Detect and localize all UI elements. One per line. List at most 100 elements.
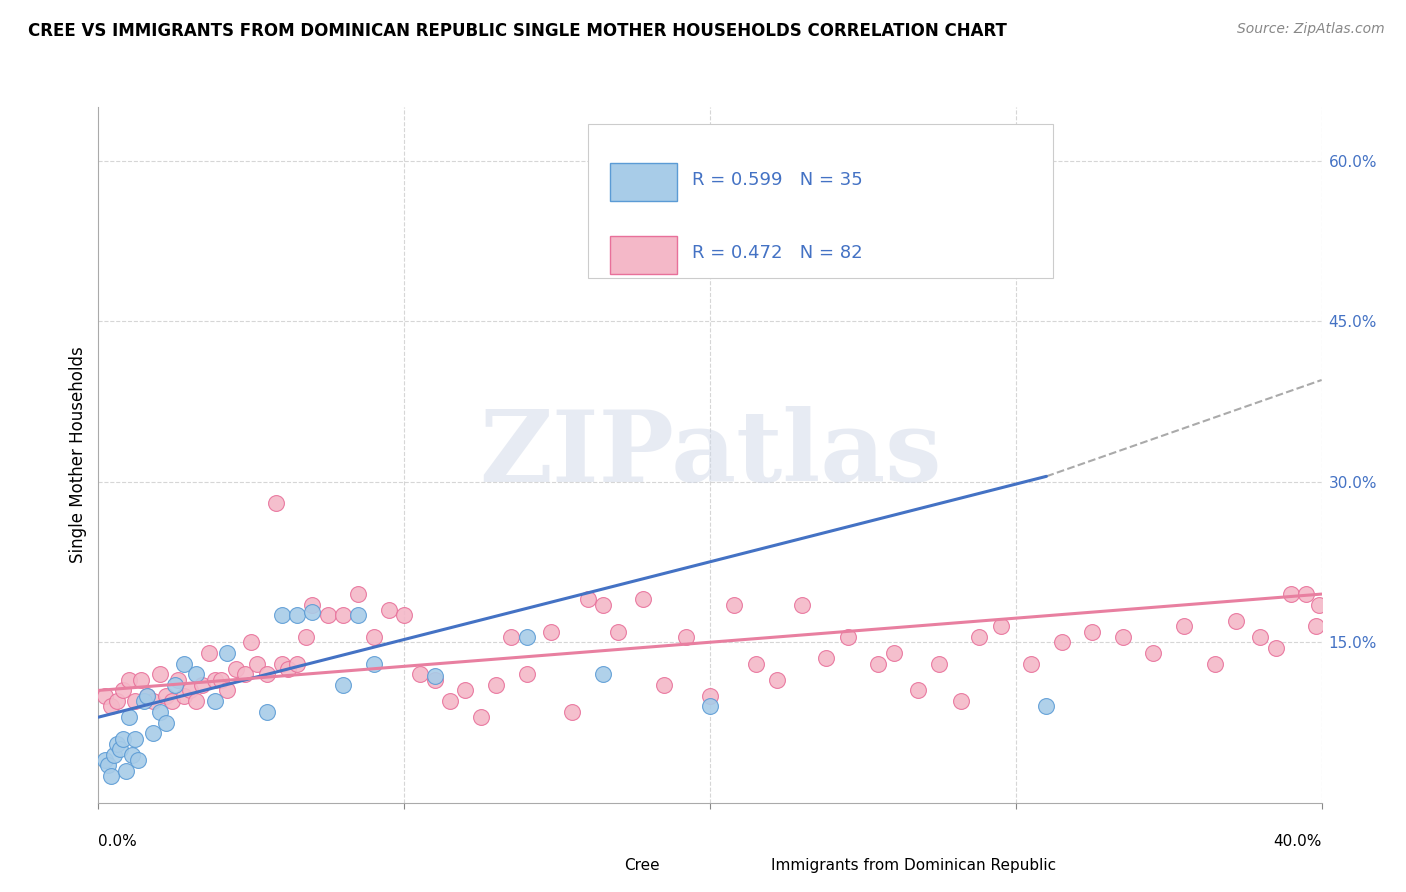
Point <box>699 699 721 714</box>
Text: Source: ZipAtlas.com: Source: ZipAtlas.com <box>1237 22 1385 37</box>
Point <box>516 630 538 644</box>
FancyBboxPatch shape <box>728 856 765 876</box>
Point <box>607 624 630 639</box>
Point <box>790 598 813 612</box>
Point <box>1142 646 1164 660</box>
Point <box>93 753 115 767</box>
Point <box>295 630 318 644</box>
Point <box>215 646 238 660</box>
FancyBboxPatch shape <box>588 124 1053 277</box>
Point <box>136 689 159 703</box>
Point <box>142 694 165 708</box>
Point <box>631 592 654 607</box>
Point <box>949 694 972 708</box>
Text: CREE VS IMMIGRANTS FROM DOMINICAN REPUBLIC SINGLE MOTHER HOUSEHOLDS CORRELATION : CREE VS IMMIGRANTS FROM DOMINICAN REPUBL… <box>28 22 1007 40</box>
Point <box>285 608 308 623</box>
FancyBboxPatch shape <box>610 235 678 274</box>
Point <box>129 673 152 687</box>
Point <box>270 608 292 623</box>
Point <box>332 608 354 623</box>
Point <box>149 705 172 719</box>
Point <box>105 694 128 708</box>
Point <box>233 667 256 681</box>
Point <box>204 673 226 687</box>
Point <box>675 630 697 644</box>
Point <box>100 699 122 714</box>
Point <box>1308 598 1330 612</box>
Point <box>454 683 477 698</box>
Text: R = 0.472   N = 82: R = 0.472 N = 82 <box>692 244 862 262</box>
Point <box>1279 587 1302 601</box>
Point <box>347 608 370 623</box>
Point <box>270 657 292 671</box>
Text: Cree: Cree <box>624 858 659 873</box>
Point <box>1112 630 1135 644</box>
Point <box>173 689 195 703</box>
Point <box>723 598 745 612</box>
Point <box>277 662 299 676</box>
Point <box>592 598 614 612</box>
Point <box>392 608 416 623</box>
Point <box>1035 699 1057 714</box>
Point <box>576 592 599 607</box>
Point <box>1019 657 1042 671</box>
Point <box>197 646 219 660</box>
Point <box>111 683 134 698</box>
Point <box>173 657 195 671</box>
Point <box>1225 614 1247 628</box>
Point <box>485 678 508 692</box>
Point <box>209 673 232 687</box>
Text: 40.0%: 40.0% <box>1274 834 1322 849</box>
Point <box>264 496 287 510</box>
Point <box>470 710 492 724</box>
Point <box>142 726 165 740</box>
Point <box>363 657 385 671</box>
Point <box>408 667 430 681</box>
Point <box>155 689 177 703</box>
Point <box>1295 587 1317 601</box>
Point <box>103 747 125 762</box>
Point <box>256 667 278 681</box>
Point <box>652 678 675 692</box>
Point <box>121 747 143 762</box>
Point <box>837 630 859 644</box>
Point <box>423 669 446 683</box>
Point <box>439 694 461 708</box>
Point <box>1305 619 1327 633</box>
Point <box>97 758 120 772</box>
Point <box>301 605 323 619</box>
Point <box>124 694 146 708</box>
Point <box>149 667 172 681</box>
Point <box>163 678 186 692</box>
Point <box>592 667 614 681</box>
FancyBboxPatch shape <box>610 162 678 201</box>
Point <box>136 689 159 703</box>
Point <box>179 683 201 698</box>
Point <box>561 705 583 719</box>
Y-axis label: Single Mother Households: Single Mother Households <box>69 347 87 563</box>
Text: Immigrants from Dominican Republic: Immigrants from Dominican Republic <box>772 858 1056 873</box>
Point <box>215 683 238 698</box>
Point <box>928 657 950 671</box>
Point <box>1264 640 1286 655</box>
Point <box>1050 635 1073 649</box>
Point <box>134 694 156 708</box>
Point <box>815 651 838 665</box>
Point <box>108 742 131 756</box>
FancyBboxPatch shape <box>582 856 619 876</box>
Point <box>423 673 446 687</box>
Point <box>501 630 523 644</box>
Point <box>186 694 208 708</box>
Point <box>868 657 890 671</box>
Text: 0.0%: 0.0% <box>98 834 138 849</box>
Point <box>316 608 339 623</box>
Point <box>907 218 929 232</box>
Point <box>127 753 149 767</box>
Text: R = 0.599   N = 35: R = 0.599 N = 35 <box>692 171 862 189</box>
Point <box>93 689 115 703</box>
Point <box>363 630 385 644</box>
Text: ZIPatlas: ZIPatlas <box>479 407 941 503</box>
Point <box>1081 624 1104 639</box>
Point <box>766 673 789 687</box>
Point <box>516 667 538 681</box>
